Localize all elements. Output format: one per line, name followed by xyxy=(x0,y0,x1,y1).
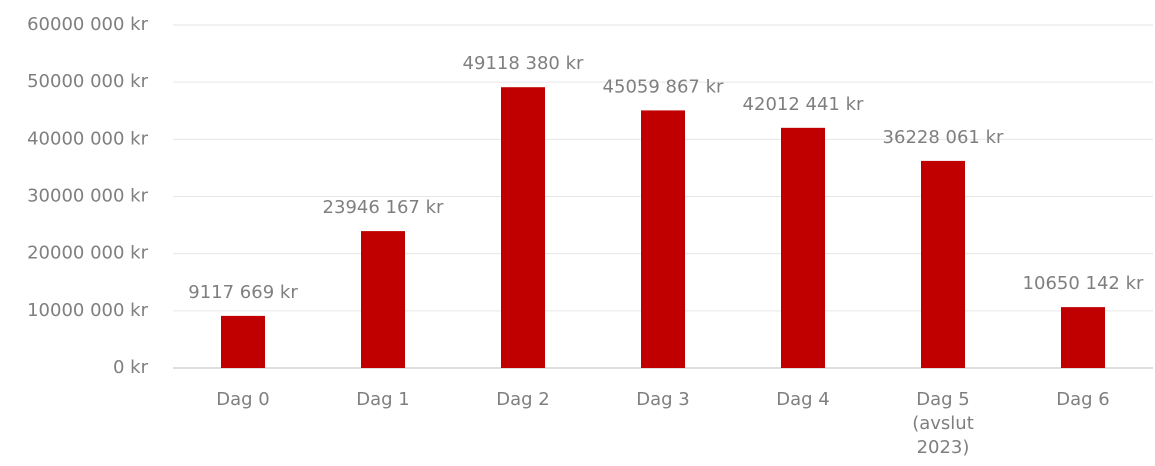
bar xyxy=(501,87,545,368)
bar xyxy=(361,231,405,368)
bar xyxy=(921,160,965,368)
bar xyxy=(1061,307,1105,368)
bar xyxy=(641,110,685,368)
y-tick-label: 30000 000 kr xyxy=(27,186,148,207)
x-tick-label: Dag 5 (avslut 2023) xyxy=(912,389,974,458)
bar xyxy=(781,127,825,368)
y-tick-label: 50000 000 kr xyxy=(27,71,148,92)
y-tick-label: 40000 000 kr xyxy=(27,128,148,149)
x-tick-label: Dag 4 xyxy=(776,389,830,410)
x-tick-label: Dag 3 xyxy=(636,389,690,410)
bar xyxy=(221,315,265,368)
y-tick-label: 20000 000 kr xyxy=(27,243,148,264)
x-tick-label: Dag 6 xyxy=(1056,389,1110,410)
x-tick-label: Dag 2 xyxy=(496,389,550,410)
y-tick-label: 10000 000 kr xyxy=(27,300,148,321)
value-label: 45059 867 kr xyxy=(603,76,724,97)
value-label: 42012 441 kr xyxy=(743,94,864,115)
value-label: 23946 167 kr xyxy=(323,197,444,218)
x-tick-label: Dag 1 xyxy=(356,389,410,410)
value-label: 10650 142 kr xyxy=(1023,273,1144,294)
x-tick-label: Dag 0 xyxy=(216,389,270,410)
value-label: 36228 061 kr xyxy=(883,127,1004,148)
y-tick-label: 60000 000 kr xyxy=(27,14,148,35)
y-tick-label: 0 kr xyxy=(113,357,149,378)
value-label: 49118 380 kr xyxy=(463,53,584,74)
value-label: 9117 669 kr xyxy=(188,282,298,303)
